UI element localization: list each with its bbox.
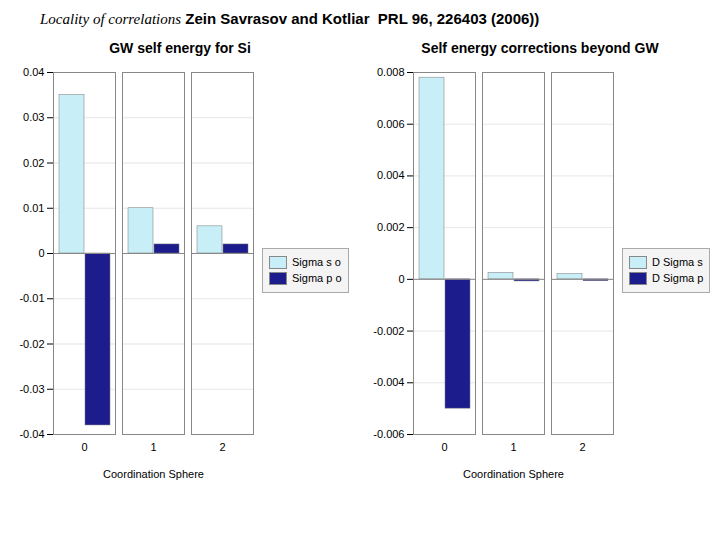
svg-text:0.002: 0.002: [377, 221, 405, 233]
svg-text:-0.02: -0.02: [19, 338, 44, 350]
svg-text:0: 0: [38, 247, 44, 259]
svg-text:1: 1: [150, 441, 156, 453]
svg-text:0.03: 0.03: [23, 111, 44, 123]
svg-text:-0.04: -0.04: [19, 428, 44, 440]
svg-text:-0.002: -0.002: [373, 325, 404, 337]
svg-text:2: 2: [579, 441, 585, 453]
html-text:Locality of correlations Zein: Locality of correlations Zein Savrasov a…: [40, 10, 540, 27]
svg-text:0: 0: [81, 441, 87, 453]
svg-text:0: 0: [441, 441, 447, 453]
html-text:Sigma p o: Sigma p o: [292, 272, 342, 284]
svg-text:Coordination Sphere: Coordination Sphere: [463, 468, 564, 480]
html-text:D Sigma p: D Sigma p: [652, 272, 704, 284]
svg-text:-0.03: -0.03: [19, 383, 44, 395]
svg-text:0.004: 0.004: [377, 169, 405, 181]
html-text:GW self energy for Si: GW self energy for Si: [109, 40, 251, 56]
svg-text:2: 2: [219, 441, 225, 453]
svg-text:1: 1: [510, 441, 516, 453]
svg-text:-0.01: -0.01: [19, 292, 44, 304]
svg-text:0.008: 0.008: [377, 66, 405, 78]
html-text:Sigma s o: Sigma s o: [292, 256, 341, 268]
svg-text:0.02: 0.02: [23, 157, 44, 169]
svg-text:-0.006: -0.006: [373, 428, 404, 440]
svg-text:0.006: 0.006: [377, 118, 405, 130]
html-text:D Sigma s: D Sigma s: [652, 256, 703, 268]
svg-text:0: 0: [398, 273, 404, 285]
svg-text:Coordination Sphere: Coordination Sphere: [103, 468, 204, 480]
svg-text:0.04: 0.04: [23, 66, 44, 78]
html-text:Self energy corrections beyond: Self energy corrections beyond GW: [421, 40, 659, 56]
svg-text:0.01: 0.01: [23, 202, 44, 214]
svg-text:-0.004: -0.004: [373, 376, 404, 388]
